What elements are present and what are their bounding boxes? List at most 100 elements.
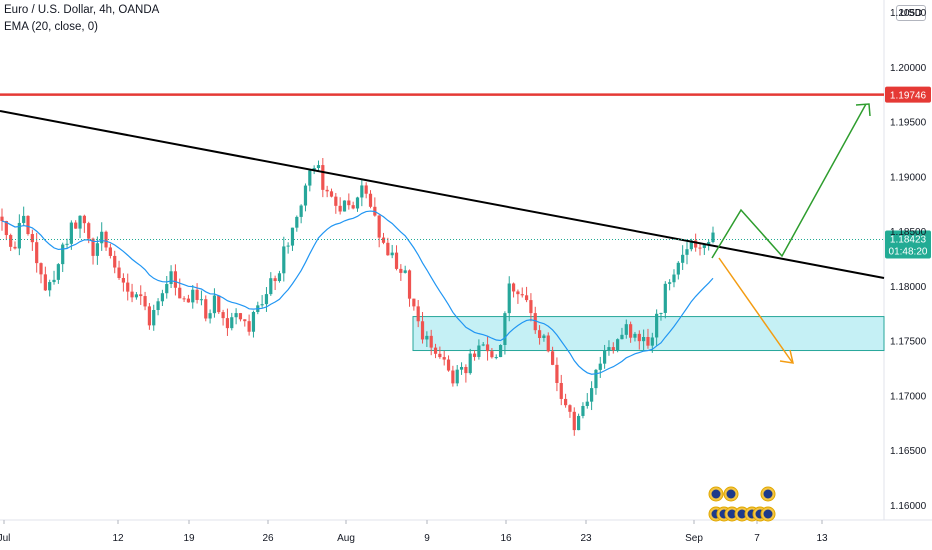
- candle-body: [316, 165, 321, 168]
- candle-body: [182, 298, 186, 300]
- indicator-legend: EMA (20, close, 0): [4, 21, 98, 33]
- candle-body: [264, 294, 269, 305]
- candle-body: [321, 165, 325, 190]
- candle-body: [624, 324, 628, 335]
- time-tick-label: 7: [754, 533, 760, 544]
- current-price-label: 1.18423: [890, 235, 927, 246]
- descending-trendline: [0, 110, 885, 279]
- candle-body: [269, 278, 273, 295]
- candle-body: [360, 185, 364, 198]
- candle-body: [707, 242, 711, 245]
- candle-body: [204, 299, 208, 319]
- candle-body: [446, 359, 451, 371]
- candle-body: [165, 284, 169, 294]
- candle-body: [524, 295, 529, 301]
- candle-body: [56, 264, 60, 280]
- current-price-tag: [885, 230, 931, 259]
- price-tick-label: 1.20500: [890, 8, 927, 19]
- candle-body: [503, 313, 507, 345]
- candle-body: [26, 215, 30, 235]
- candle-body: [347, 200, 351, 206]
- grid: [0, 0, 932, 521]
- candle-body: [325, 189, 329, 192]
- time-tick-label: 23: [580, 533, 592, 544]
- candle-body: [191, 289, 195, 303]
- candle-body: [61, 244, 65, 265]
- candle-body: [334, 196, 338, 206]
- candle-body: [87, 223, 91, 239]
- candle-body: [533, 313, 537, 331]
- candle-body: [208, 313, 212, 319]
- event-flag-inner-icon: [763, 489, 773, 499]
- candle-body: [438, 353, 442, 358]
- candle-body: [468, 353, 472, 374]
- resistance-price-label: 1.19746: [890, 91, 927, 102]
- time-axis: Jul 12 19 26 Aug 9 16 23 Sep 7 13: [0, 520, 828, 544]
- candle-body: [390, 252, 394, 256]
- time-tick-label: 9: [424, 533, 430, 544]
- event-flag-inner-icon: [763, 509, 773, 519]
- candle-body: [243, 319, 247, 322]
- candle-body: [147, 306, 152, 326]
- candles: [0, 158, 715, 436]
- candle-body: [13, 246, 17, 249]
- candle-body: [104, 231, 108, 248]
- candle-body: [550, 351, 555, 365]
- price-tick-label: 1.16000: [890, 501, 927, 512]
- candle-body: [48, 282, 52, 291]
- candle-body: [655, 313, 659, 338]
- candle-body: [490, 351, 494, 358]
- price-tick-label: 1.17000: [890, 391, 927, 402]
- price-tick-label: 1.19000: [890, 172, 927, 183]
- candle-body: [260, 304, 264, 306]
- resistance-price-tag: [885, 86, 931, 103]
- candle-body: [429, 335, 433, 348]
- candle-body: [711, 232, 715, 243]
- bearish-arrowhead: [779, 349, 794, 364]
- candle-body: [568, 405, 572, 412]
- economic-events: [708, 486, 776, 522]
- currency-badge[interactable]: USD: [896, 5, 927, 21]
- candle-body: [247, 321, 251, 332]
- candle-body: [108, 247, 112, 256]
- candle-body: [425, 335, 429, 340]
- candle-body: [702, 244, 706, 249]
- candle-body: [646, 336, 650, 346]
- price-tick-label: 1.16500: [890, 446, 927, 457]
- candle-body: [282, 246, 286, 274]
- candle-body: [451, 370, 455, 384]
- event-flag-inner-icon: [727, 509, 737, 519]
- candle-body: [290, 227, 295, 246]
- candle-body: [277, 273, 282, 282]
- price-axis: 1.16000 1.16500 1.17000 1.17500 1.18000 1.185…: [890, 8, 927, 512]
- candle-body: [477, 345, 481, 357]
- candle-body: [420, 321, 425, 340]
- candle-body: [100, 231, 104, 244]
- candle-body: [364, 185, 368, 194]
- price-tick-label: 1.18500: [890, 227, 927, 238]
- candle-body: [130, 291, 134, 298]
- candle-body: [507, 283, 511, 314]
- bearish-projection-arrow: [718, 257, 793, 363]
- candle-body: [139, 294, 143, 297]
- candle-body: [698, 247, 702, 249]
- candle-body: [563, 398, 568, 406]
- candle-body: [442, 357, 446, 360]
- candle-body: [572, 411, 576, 431]
- candle-body: [152, 310, 156, 326]
- candle-body: [4, 221, 8, 236]
- candle-body: [299, 205, 303, 217]
- candle-body: [303, 185, 308, 206]
- event-flag-inner-icon: [737, 509, 747, 519]
- candle-body: [342, 200, 347, 212]
- candle-body: [251, 311, 256, 332]
- price-tick-label: 1.20000: [890, 63, 927, 74]
- candle-body: [173, 271, 178, 288]
- time-tick-label: Sep: [685, 533, 703, 544]
- candle-body: [603, 350, 607, 364]
- candle-body: [481, 344, 485, 346]
- candle-body: [82, 215, 86, 224]
- candle-body: [355, 197, 360, 209]
- price-tick-label: 1.17500: [890, 337, 927, 348]
